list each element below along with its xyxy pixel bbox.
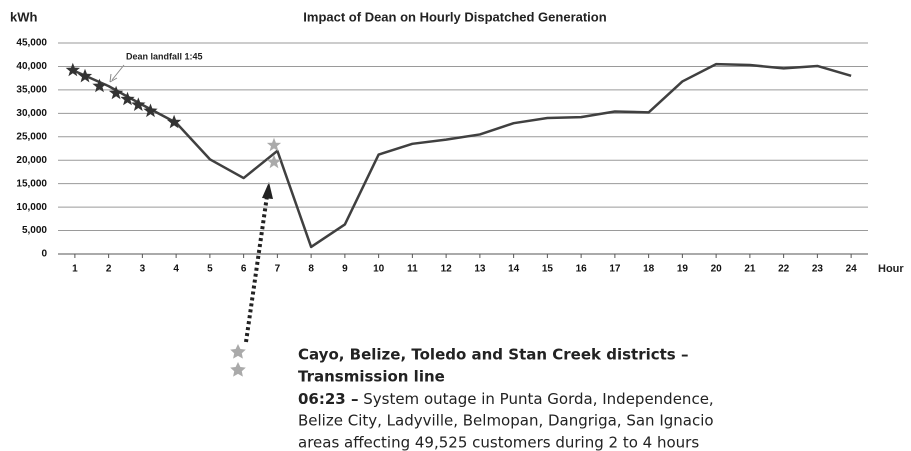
star-marker [77,68,93,83]
x-tick-label: 17 [609,264,621,275]
x-tick-label: 15 [542,264,554,275]
x-tick-label: 19 [677,264,689,275]
star-marker [143,103,158,118]
annotation-arrow [111,64,125,81]
x-tick-label: 9 [342,264,348,275]
note-line: 06:23 – System outage in Punta Gorda, In… [298,390,714,408]
star-marker [266,154,282,169]
x-tick-label: 4 [173,264,179,275]
x-tick-label: 6 [241,264,247,275]
star-marker [120,91,135,106]
y-axis-label: kWh [10,9,38,24]
y-tick-label: 40,000 [16,61,47,72]
star-marker [92,78,107,93]
x-tick-label: 2 [106,264,112,275]
x-tick-label: 12 [441,264,453,275]
y-tick-label: 0 [41,249,47,260]
x-tick-label: 14 [508,264,520,275]
x-tick-label: 1 [72,264,78,275]
y-tick-label: 5,000 [22,225,47,236]
x-tick-label: 3 [140,264,146,275]
y-tick-label: 20,000 [16,155,47,166]
star-icon [230,362,246,377]
x-tick-label: 18 [643,264,655,275]
x-tick-label: 13 [474,264,486,275]
x-tick-label: 20 [711,264,723,275]
y-tick-label: 10,000 [16,202,47,213]
arrowhead [262,182,273,199]
x-tick-label: 21 [744,264,756,275]
note-heading: Transmission line [298,368,445,386]
annotation-arrowhead [109,73,118,83]
star-marker [108,85,124,100]
annotation: Dean landfall 1:45 [126,51,203,61]
y-tick-label: 30,000 [16,108,47,119]
x-tick-label: 10 [373,264,385,275]
note-time: 06:23 – [298,390,358,408]
star-icon [230,344,246,359]
y-tick-label: 35,000 [16,85,47,96]
x-tick-label: 11 [407,264,418,275]
legend-stars [230,344,246,377]
x-tick-label: 8 [308,264,314,275]
x-tick-label: 7 [275,264,281,275]
y-tick-label: 45,000 [16,38,47,49]
star-marker [65,62,80,77]
x-tick-label: 22 [778,264,790,275]
y-tick-label: 15,000 [16,178,47,189]
note-text: System outage in Punta Gorda, Independen… [358,390,713,408]
chart-title: Impact of Dean on Hourly Dispatched Gene… [303,9,606,24]
star-marker [266,137,282,152]
x-tick-label: 24 [846,264,858,275]
note-line: Belize City, Ladyville, Belmopan, Dangri… [298,412,714,430]
x-tick-label: 5 [207,264,213,275]
x-tick-label: 23 [812,264,824,275]
note-heading: Cayo, Belize, Toledo and Stan Creek dist… [298,346,688,364]
x-axis-label: Hour [878,263,904,275]
dotted-arrow [244,195,269,343]
star-marker [167,114,182,129]
x-tick-label: 16 [576,264,588,275]
y-tick-label: 25,000 [16,131,47,142]
line [74,62,852,249]
note-line: areas affecting 49,525 customers during … [298,434,699,451]
star-marker [131,97,146,111]
